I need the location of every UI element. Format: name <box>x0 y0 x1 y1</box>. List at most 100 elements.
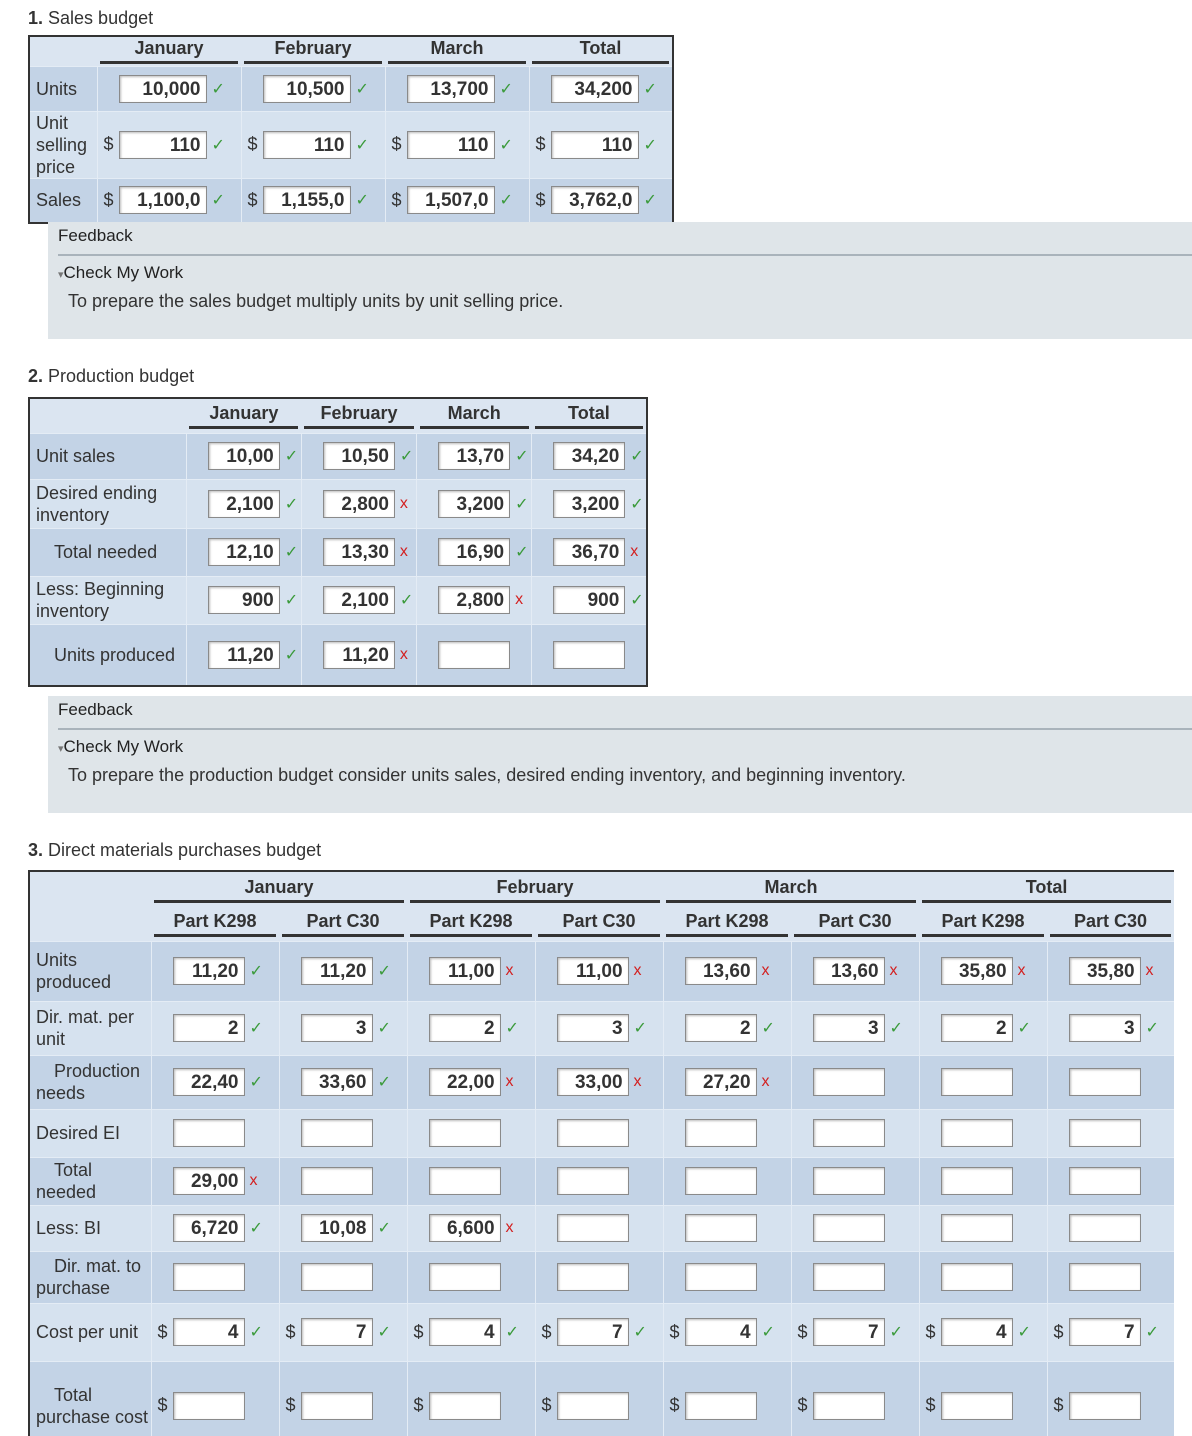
input-box[interactable]: 3 <box>300 1014 373 1042</box>
input-box[interactable] <box>556 1119 629 1147</box>
input-box[interactable] <box>940 1214 1013 1242</box>
input-box[interactable]: 2 <box>172 1014 245 1042</box>
input-box[interactable]: 2 <box>940 1014 1013 1042</box>
input-box[interactable]: 3 <box>1068 1014 1141 1042</box>
input-box[interactable] <box>812 1263 885 1291</box>
input-box[interactable]: 7 <box>556 1318 629 1346</box>
input-box[interactable]: 34,20 <box>553 442 626 470</box>
input-box[interactable]: 10,00 <box>207 442 280 470</box>
input-box[interactable] <box>684 1119 757 1147</box>
input-box[interactable]: 11,20 <box>207 640 280 669</box>
input-box[interactable] <box>556 1391 629 1420</box>
input-box[interactable] <box>553 640 626 669</box>
input-box[interactable]: 110 <box>550 130 639 159</box>
input-box[interactable]: 11,00 <box>556 957 629 985</box>
input-box[interactable]: 36,70 <box>553 538 626 566</box>
input-box[interactable]: 11,20 <box>300 957 373 985</box>
input-box[interactable]: 2,100 <box>207 489 280 518</box>
input-box[interactable]: 27,20 <box>684 1068 757 1096</box>
input-box[interactable]: 13,60 <box>812 957 885 985</box>
input-box[interactable]: 10,500 <box>262 74 351 103</box>
input-box[interactable] <box>940 1391 1013 1420</box>
check-my-work-toggle[interactable]: Check My Work <box>58 263 184 283</box>
input-box[interactable]: 12,10 <box>207 538 280 566</box>
input-box[interactable]: 7 <box>812 1318 885 1346</box>
input-box[interactable] <box>1068 1119 1141 1147</box>
input-box[interactable]: 22,40 <box>172 1068 245 1096</box>
input-box[interactable]: 29,00 <box>172 1167 245 1195</box>
input-box[interactable] <box>1068 1391 1141 1420</box>
input-box[interactable]: 10,50 <box>322 442 395 470</box>
input-box[interactable]: 900 <box>553 586 626 614</box>
input-box[interactable] <box>684 1214 757 1242</box>
input-box[interactable] <box>940 1119 1013 1147</box>
input-box[interactable]: 900 <box>207 586 280 614</box>
input-box[interactable]: 4 <box>428 1318 501 1346</box>
input-box[interactable] <box>172 1119 245 1147</box>
input-box[interactable] <box>684 1167 757 1195</box>
input-box[interactable]: 22,00 <box>428 1068 501 1096</box>
input-box[interactable]: 13,70 <box>438 442 511 470</box>
input-box[interactable]: 33,60 <box>300 1068 373 1096</box>
input-box[interactable] <box>812 1119 885 1147</box>
input-box[interactable]: 110 <box>262 130 351 159</box>
input-box[interactable] <box>428 1263 501 1291</box>
input-box[interactable] <box>812 1214 885 1242</box>
input-box[interactable] <box>556 1167 629 1195</box>
input-box[interactable] <box>812 1167 885 1195</box>
input-box[interactable]: 10,000 <box>118 74 207 103</box>
input-box[interactable]: 16,90 <box>438 538 511 566</box>
input-box[interactable]: 6,720 <box>172 1214 245 1242</box>
input-box[interactable]: 2,800 <box>322 489 395 518</box>
input-box[interactable]: 1,155,0 <box>262 186 351 215</box>
input-box[interactable] <box>940 1068 1013 1096</box>
input-box[interactable] <box>1068 1068 1141 1096</box>
input-box[interactable]: 4 <box>684 1318 757 1346</box>
input-box[interactable] <box>300 1263 373 1291</box>
input-box[interactable]: 34,200 <box>550 74 639 103</box>
input-box[interactable] <box>438 640 511 669</box>
input-box[interactable] <box>300 1391 373 1420</box>
input-box[interactable]: 3 <box>556 1014 629 1042</box>
input-box[interactable]: 2,800 <box>438 586 511 614</box>
input-box[interactable]: 1,100,0 <box>118 186 207 215</box>
input-box[interactable] <box>1068 1167 1141 1195</box>
input-box[interactable] <box>940 1167 1013 1195</box>
input-box[interactable] <box>428 1167 501 1195</box>
input-box[interactable] <box>1068 1263 1141 1291</box>
input-box[interactable]: 7 <box>300 1318 373 1346</box>
input-box[interactable]: 3,200 <box>553 489 626 518</box>
input-box[interactable] <box>172 1263 245 1291</box>
input-box[interactable]: 11,20 <box>172 957 245 985</box>
input-box[interactable]: 2,100 <box>322 586 395 614</box>
check-my-work-toggle[interactable]: Check My Work <box>58 737 184 757</box>
input-box[interactable]: 35,80 <box>940 957 1013 985</box>
input-box[interactable]: 2 <box>428 1014 501 1042</box>
input-box[interactable] <box>812 1068 885 1096</box>
input-box[interactable] <box>300 1119 373 1147</box>
input-box[interactable]: 2 <box>684 1014 757 1042</box>
input-box[interactable]: 10,08 <box>300 1214 373 1242</box>
input-box[interactable]: 110 <box>118 130 207 159</box>
input-box[interactable]: 3,200 <box>438 489 511 518</box>
input-box[interactable]: 13,700 <box>406 74 495 103</box>
input-box[interactable] <box>556 1263 629 1291</box>
input-box[interactable] <box>556 1214 629 1242</box>
input-box[interactable] <box>172 1391 245 1420</box>
input-box[interactable]: 7 <box>1068 1318 1141 1346</box>
input-box[interactable]: 110 <box>406 130 495 159</box>
input-box[interactable]: 11,20 <box>322 640 395 669</box>
input-box[interactable]: 3 <box>812 1014 885 1042</box>
input-box[interactable] <box>300 1167 373 1195</box>
input-box[interactable]: 3,762,0 <box>550 186 639 215</box>
input-box[interactable]: 4 <box>940 1318 1013 1346</box>
input-box[interactable] <box>428 1119 501 1147</box>
input-box[interactable]: 35,80 <box>1068 957 1141 985</box>
input-box[interactable]: 4 <box>172 1318 245 1346</box>
input-box[interactable] <box>812 1391 885 1420</box>
input-box[interactable] <box>940 1263 1013 1291</box>
input-box[interactable] <box>684 1263 757 1291</box>
input-box[interactable]: 11,00 <box>428 957 501 985</box>
input-box[interactable]: 6,600 <box>428 1214 501 1242</box>
input-box[interactable]: 13,30 <box>322 538 395 566</box>
